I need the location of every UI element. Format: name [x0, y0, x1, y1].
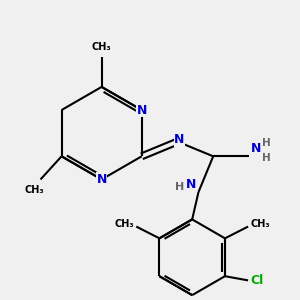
Text: H: H [262, 138, 271, 148]
Text: N: N [174, 133, 185, 146]
Text: CH₃: CH₃ [115, 220, 134, 230]
Text: H: H [175, 182, 184, 192]
Text: N: N [96, 173, 107, 186]
Text: CH₃: CH₃ [92, 42, 111, 52]
Text: CH₃: CH₃ [24, 185, 44, 195]
Text: N: N [136, 103, 147, 116]
Text: N: N [186, 178, 196, 191]
Text: H: H [262, 153, 271, 164]
Text: Cl: Cl [251, 274, 264, 287]
Text: CH₃: CH₃ [250, 220, 270, 230]
Text: N: N [251, 142, 262, 155]
